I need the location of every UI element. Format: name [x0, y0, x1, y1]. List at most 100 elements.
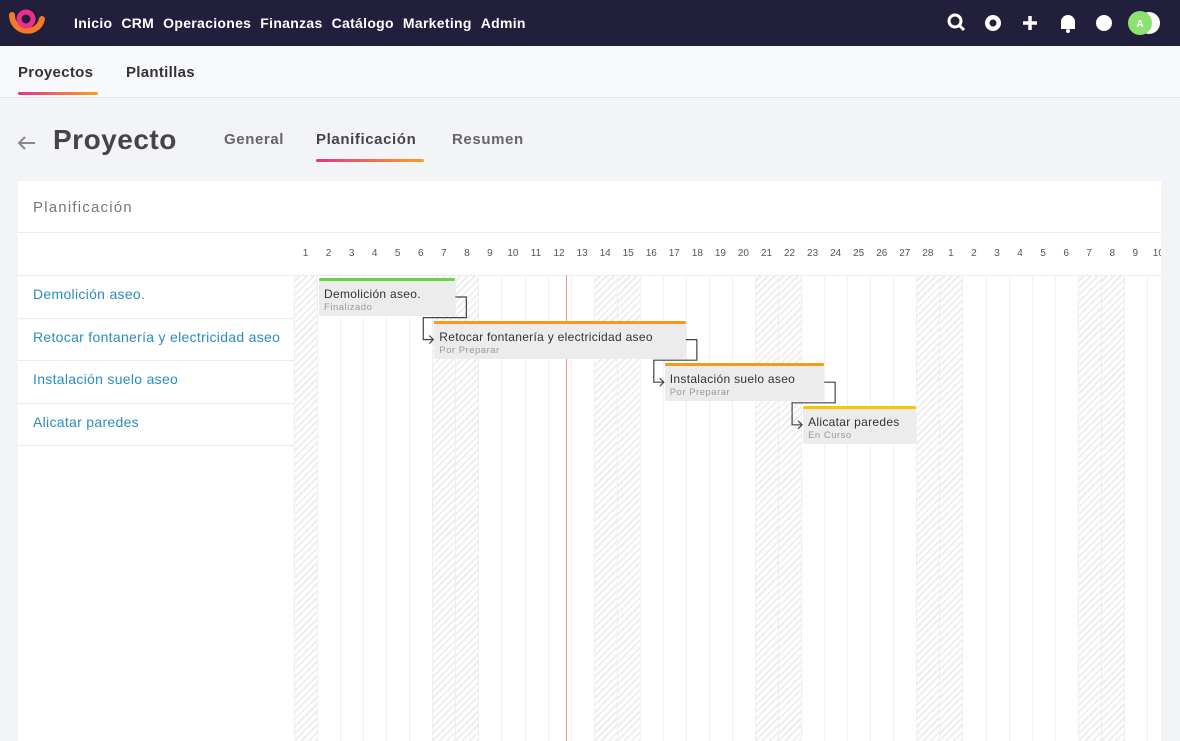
day-label: 5: [394, 248, 401, 259]
day-column: [685, 275, 709, 741]
task-name[interactable]: Alicatar paredes: [33, 413, 139, 430]
day-column: [824, 275, 847, 741]
day-column: [547, 275, 571, 741]
day-column: [778, 275, 802, 741]
add-icon[interactable]: [1023, 16, 1037, 30]
day-label: 8: [1109, 248, 1116, 259]
day-column: [340, 275, 363, 741]
day-column: [662, 275, 686, 741]
day-column: [1054, 275, 1078, 741]
nav-item[interactable]: Inicio: [74, 15, 113, 31]
tab[interactable]: General: [224, 131, 285, 148]
day-column: [893, 275, 916, 741]
day-label: 13: [576, 248, 588, 259]
task-name[interactable]: Instalación suelo aseo: [33, 371, 179, 388]
help-icon[interactable]: [985, 15, 1001, 31]
main-nav: Inicio CRM Operaciones Finanzas Catálogo Mark…: [74, 15, 526, 31]
today-line: [566, 275, 567, 741]
tab[interactable]: Resumen: [452, 131, 524, 148]
task-bar[interactable]: Instalación suelo aseo Por Preparar: [664, 363, 825, 402]
day-label: 26: [876, 248, 888, 259]
card-title: Planificación: [33, 199, 133, 216]
search-icon[interactable]: [947, 13, 966, 32]
divider: [18, 275, 1161, 276]
logo[interactable]: [8, 7, 48, 39]
day-label: 7: [441, 248, 447, 259]
day-column: [363, 275, 386, 741]
sub-nav-item[interactable]: Proyectos: [18, 64, 94, 81]
day-label: 20: [737, 248, 749, 259]
bar-status-stripe: [434, 320, 686, 324]
bar-status: Por Preparar: [439, 344, 500, 356]
nav-item[interactable]: CRM: [121, 15, 155, 31]
day-label: 10: [1152, 248, 1161, 259]
nav-item[interactable]: Operaciones: [163, 15, 252, 31]
day-label: 23: [807, 248, 819, 259]
day-label: 21: [760, 248, 773, 259]
day-label: 16: [645, 248, 657, 259]
day-column: [731, 275, 755, 741]
day-column: [455, 275, 479, 741]
tab[interactable]: Planificación: [316, 131, 417, 148]
task-name[interactable]: Demolición aseo.: [33, 286, 146, 302]
day-label: 27: [899, 248, 911, 259]
day-label: 6: [417, 248, 424, 259]
day-label: 4: [371, 248, 378, 259]
day-label: 8: [464, 248, 470, 259]
day-label: 14: [599, 248, 611, 259]
day-label: 24: [830, 248, 842, 259]
day-column: [317, 275, 340, 741]
bar-status-stripe: [803, 405, 917, 409]
row-divider: [18, 360, 294, 362]
row-divider: [18, 317, 294, 319]
day-label: 3: [348, 248, 355, 259]
avatar[interactable]: [1128, 11, 1152, 35]
notifications-icon[interactable]: [1061, 15, 1075, 33]
day-label: 15: [622, 248, 634, 259]
nav-item[interactable]: Admin: [480, 15, 526, 31]
day-column: [1031, 275, 1055, 741]
day-column: [294, 275, 317, 741]
toolbar-icons: A: [947, 11, 1160, 35]
day-label: 12: [553, 248, 565, 259]
day-label: 11: [530, 248, 542, 259]
day-label: 22: [783, 248, 796, 259]
day-label: 19: [714, 248, 726, 259]
nav-item[interactable]: Marketing: [402, 15, 472, 31]
row-divider: [18, 445, 294, 447]
nav-item[interactable]: Finanzas: [260, 15, 323, 31]
day-column: [939, 275, 963, 741]
day-column: [1008, 275, 1032, 741]
day-label: 17: [668, 248, 680, 259]
day-column: [755, 275, 778, 741]
bar-status: Por Preparar: [669, 387, 731, 399]
day-column: [801, 275, 824, 741]
day-label: 25: [853, 248, 865, 259]
status-icon[interactable]: [1096, 15, 1112, 31]
day-label: 4: [1017, 248, 1023, 259]
day-label: 28: [922, 248, 934, 259]
day-column: [432, 275, 456, 741]
task-bar[interactable]: Alicatar paredes En Curso: [803, 405, 917, 444]
day-column: [524, 275, 548, 741]
day-label: 1: [948, 248, 954, 259]
bar-label: Demolición aseo.: [324, 287, 421, 301]
back-arrow[interactable]: [16, 133, 38, 153]
day-column: [1146, 275, 1161, 741]
active-indicator: [18, 92, 98, 95]
task-name[interactable]: Retocar fontanería y electricidad aseo: [33, 328, 281, 345]
row-divider: [18, 402, 294, 404]
nav-item[interactable]: Catálogo: [331, 15, 394, 31]
task-bar[interactable]: Demolición aseo. Finalizado: [319, 278, 456, 316]
day-column: [570, 275, 594, 741]
bar-label: Instalación suelo aseo: [669, 372, 796, 387]
sub-nav-item[interactable]: Plantillas: [126, 64, 195, 81]
bar-label: Retocar fontanería y electricidad aseo: [439, 329, 653, 344]
task-bar[interactable]: Retocar fontanería y electricidad aseo Po…: [434, 320, 686, 359]
day-column: [916, 275, 940, 741]
day-column: [1100, 275, 1124, 741]
avatar-initial: A: [1136, 19, 1143, 30]
day-label: 9: [487, 248, 493, 259]
day-column: [962, 275, 985, 741]
day-label: 1: [302, 248, 309, 259]
